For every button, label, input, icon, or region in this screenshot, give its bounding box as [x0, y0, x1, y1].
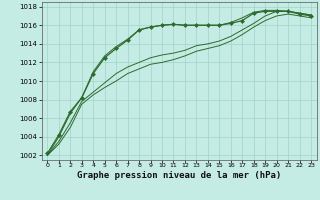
- X-axis label: Graphe pression niveau de la mer (hPa): Graphe pression niveau de la mer (hPa): [77, 171, 281, 180]
